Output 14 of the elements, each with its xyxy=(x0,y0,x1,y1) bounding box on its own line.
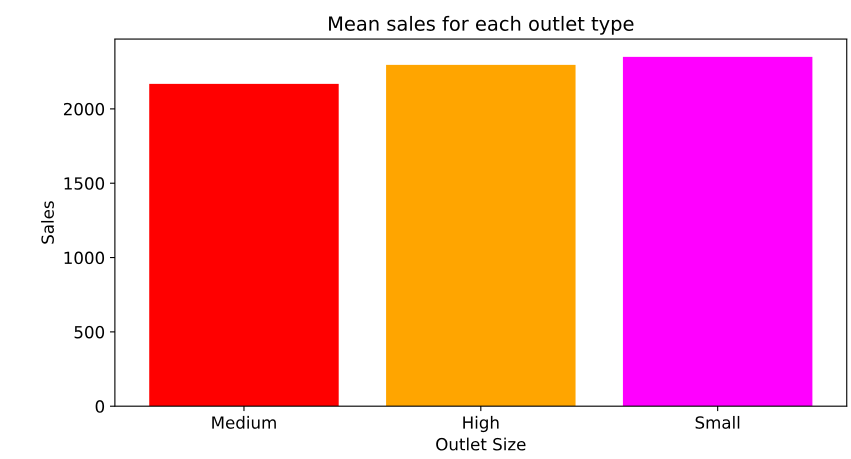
x-tick-label: High xyxy=(463,416,499,432)
y-tick-label: 2000 xyxy=(64,102,104,116)
x-tick-label: Small xyxy=(696,416,740,429)
y-tick-label: 0 xyxy=(96,400,104,413)
y-axis-title: Sales xyxy=(41,201,54,244)
x-tick-label: Medium xyxy=(212,416,276,429)
bar xyxy=(149,84,339,406)
y-tick-label: 1500 xyxy=(64,177,104,190)
y-tick-label: 500 xyxy=(74,326,104,338)
y-tick-label: 1000 xyxy=(64,252,104,264)
bar xyxy=(622,56,812,406)
x-axis-title: Outlet Size xyxy=(436,438,526,451)
chart-title: Mean sales for each outlet type xyxy=(329,16,634,35)
bar xyxy=(386,64,576,406)
